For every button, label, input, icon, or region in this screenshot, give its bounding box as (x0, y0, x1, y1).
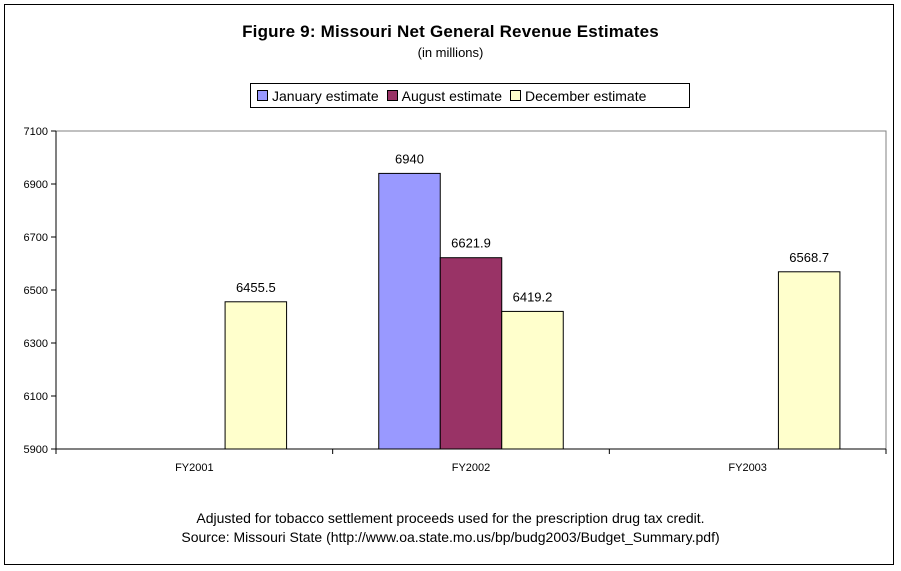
legend-item-december: December estimate (510, 88, 646, 104)
bar (439, 257, 503, 450)
data-label: 6455.5 (236, 280, 276, 295)
bar (378, 172, 441, 450)
chart-legend: January estimate August estimate Decembe… (250, 83, 690, 108)
y-tick-label: 6500 (24, 285, 48, 297)
y-tick-label: 5900 (24, 444, 48, 456)
data-label: 6568.7 (789, 250, 829, 265)
footnote-adjustment: Adjusted for tobacco settlement proceeds… (196, 510, 705, 526)
y-tick-label: 6100 (24, 391, 48, 403)
legend-item-january: January estimate (257, 88, 379, 104)
data-label: 6940 (395, 151, 424, 166)
y-tick-label: 6700 (24, 232, 48, 244)
bar (224, 301, 288, 450)
y-tick-label: 7100 (24, 126, 48, 138)
bar (777, 271, 841, 450)
legend-label-august: August estimate (401, 87, 502, 104)
data-label: 6621.9 (451, 236, 491, 251)
legend-swatch-august (386, 90, 398, 101)
legend-label-december: December estimate (525, 87, 647, 104)
chart-subtitle: (in millions) (417, 45, 484, 60)
legend-label-january: January estimate (272, 87, 379, 104)
footnote-source: Source: Missouri State (http://www.oa.st… (181, 529, 720, 545)
legend-item-august: August estimate (386, 87, 502, 104)
bar (501, 310, 564, 450)
legend-swatch-december (510, 90, 521, 101)
x-tick-label: FY2002 (452, 462, 491, 474)
data-label: 6419.2 (513, 289, 553, 304)
legend-swatch-january (257, 90, 268, 101)
y-tick-label: 6900 (24, 179, 48, 191)
y-tick-label: 6300 (24, 338, 48, 350)
x-tick-label: FY2001 (175, 462, 214, 474)
x-tick-label: FY2003 (728, 462, 767, 474)
chart-title: Figure 9: Missouri Net General Revenue E… (242, 22, 659, 41)
